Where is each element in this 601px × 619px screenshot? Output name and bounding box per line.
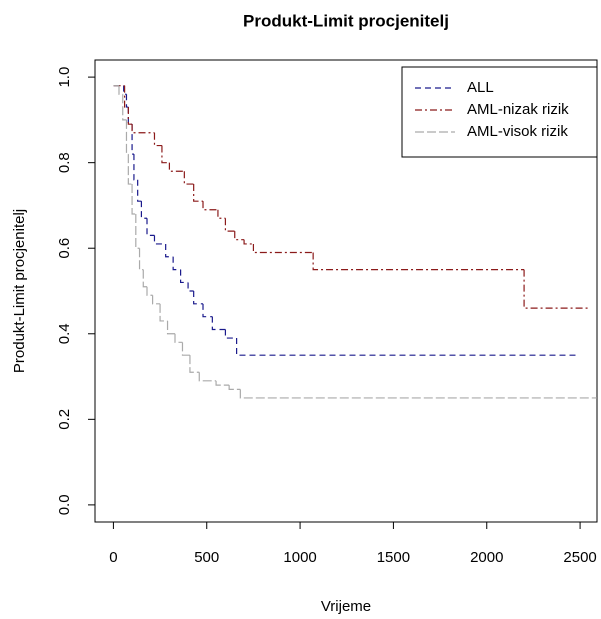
km-step [239, 389, 597, 399]
km-step [124, 85, 129, 108]
y-tick-label: 0.6 [56, 238, 73, 259]
km-step [142, 269, 148, 288]
legend-label: AML-nizak rizik [467, 101, 569, 118]
km-step [174, 333, 183, 343]
km-step [198, 372, 217, 382]
legend-box [401, 66, 598, 158]
km-step [135, 214, 140, 249]
km-step [172, 256, 181, 271]
km-step [234, 231, 245, 241]
km-step [122, 94, 127, 121]
km-step [137, 179, 142, 202]
km-step [181, 342, 190, 356]
km-step [168, 162, 185, 172]
km-step [159, 303, 168, 322]
km-step [127, 107, 133, 125]
km-step [224, 218, 235, 232]
km-step [217, 209, 226, 219]
x-tick-label: 2000 [470, 549, 503, 566]
km-step [183, 171, 194, 185]
km-step [193, 184, 204, 202]
km-step [153, 235, 166, 245]
km-step [161, 145, 170, 164]
y-tick-label: 1.0 [56, 67, 73, 88]
km-step [236, 338, 579, 356]
km-step [118, 85, 123, 95]
x-tick-label: 2500 [563, 549, 596, 566]
km-step [138, 248, 144, 271]
km-step [127, 154, 133, 185]
km-step [243, 239, 254, 245]
km-step [189, 355, 200, 373]
km-step [166, 320, 176, 335]
km-step [133, 154, 138, 181]
km-step [146, 218, 155, 236]
km-step [123, 85, 127, 95]
km-step [224, 329, 237, 339]
km-step [131, 124, 155, 134]
km-step [523, 269, 590, 309]
km-step [187, 282, 194, 292]
y-tick-label: 0.4 [56, 323, 73, 344]
km-step [125, 94, 129, 108]
km-step [153, 132, 162, 147]
chart-title: Produkt-Limit procjenitelj [243, 11, 449, 30]
km-step [202, 303, 213, 318]
y-tick-label: 0.0 [56, 494, 73, 515]
km-step [131, 184, 136, 215]
legend-label: AML-visok rizik [467, 123, 568, 140]
x-tick-label: 500 [194, 549, 219, 566]
km-step [146, 286, 153, 296]
y-axis-label: Produkt-Limit procjenitelj [11, 209, 28, 373]
km-step [140, 201, 148, 219]
km-step [228, 385, 241, 390]
km-step [193, 291, 204, 305]
y-tick-label: 0.8 [56, 152, 73, 173]
x-axis-label: Vrijeme [321, 598, 371, 615]
km-step [152, 295, 161, 305]
plot-frame [94, 59, 598, 523]
km-step [180, 269, 189, 284]
y-tick-label: 0.2 [56, 409, 73, 430]
km-step [252, 243, 314, 254]
km-step [202, 201, 218, 211]
x-tick-label: 1000 [283, 549, 316, 566]
km-step [312, 252, 525, 271]
km-step [211, 316, 226, 331]
km-step [165, 243, 174, 258]
km-step [125, 119, 129, 155]
km-step [215, 380, 230, 386]
legend-label: ALL [467, 79, 494, 96]
x-tick-label: 1500 [377, 549, 410, 566]
km-step [131, 124, 134, 155]
x-tick-label: 0 [109, 549, 117, 566]
